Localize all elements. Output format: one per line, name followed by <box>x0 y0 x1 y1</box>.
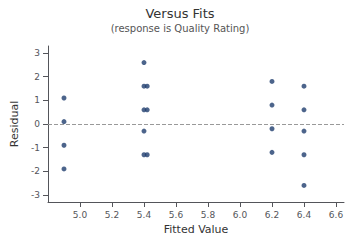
svg-text:3: 3 <box>34 48 40 58</box>
svg-text:5.2: 5.2 <box>105 210 119 220</box>
svg-text:1: 1 <box>34 95 40 105</box>
svg-text:Versus Fits: Versus Fits <box>145 6 214 21</box>
svg-text:6.2: 6.2 <box>265 210 279 220</box>
svg-text:0: 0 <box>34 119 40 129</box>
svg-text:2: 2 <box>34 72 40 82</box>
svg-text:6.6: 6.6 <box>329 210 344 220</box>
svg-text:(response is Quality Rating): (response is Quality Rating) <box>111 23 250 34</box>
svg-text:Residual: Residual <box>8 101 21 147</box>
svg-text:-3: -3 <box>31 190 40 200</box>
svg-text:-1: -1 <box>31 143 40 153</box>
svg-text:6.0: 6.0 <box>233 210 248 220</box>
svg-text:6.4: 6.4 <box>297 210 312 220</box>
svg-text:Fitted Value: Fitted Value <box>164 223 229 236</box>
svg-text:-2: -2 <box>31 166 40 176</box>
svg-text:5.0: 5.0 <box>73 210 88 220</box>
svg-text:5.4: 5.4 <box>137 210 152 220</box>
svg-text:5.8: 5.8 <box>201 210 216 220</box>
svg-text:5.6: 5.6 <box>169 210 184 220</box>
